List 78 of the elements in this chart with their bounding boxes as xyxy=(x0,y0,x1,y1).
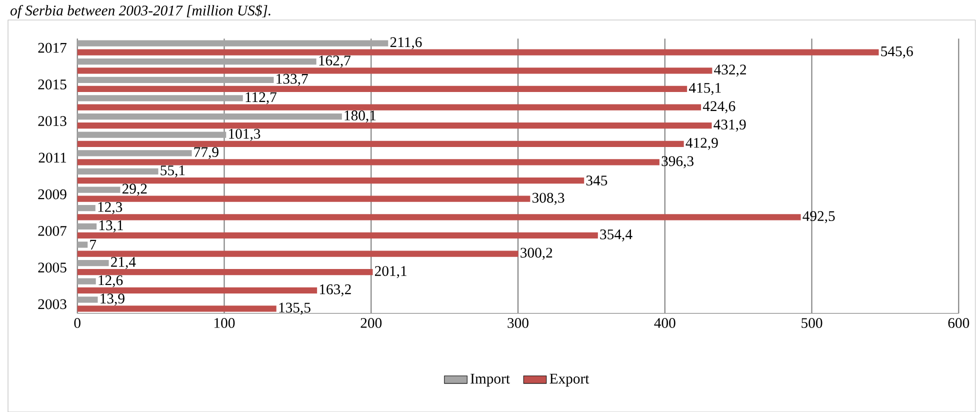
bar xyxy=(77,296,98,303)
bar xyxy=(77,268,373,276)
legend-label: Import xyxy=(470,374,510,386)
data-label: 412,9 xyxy=(686,138,718,150)
bar xyxy=(77,223,97,230)
data-label: 300,2 xyxy=(520,248,552,260)
x-tick-label: 400 xyxy=(654,318,676,328)
bar xyxy=(77,214,801,220)
data-label: 135,5 xyxy=(279,302,310,315)
x-tick-label: 600 xyxy=(948,318,970,328)
bar xyxy=(77,242,88,248)
x-tick-label: 500 xyxy=(802,318,822,328)
bar xyxy=(77,159,660,166)
data-label: 13,9 xyxy=(100,294,124,306)
data-label: 345 xyxy=(586,175,608,186)
bar xyxy=(77,196,530,202)
data-label: 101,3 xyxy=(229,128,260,141)
bar xyxy=(77,150,192,156)
data-label: 308,3 xyxy=(532,192,564,205)
x-tick-label: 100 xyxy=(214,318,235,328)
y-tick-label: 2013 xyxy=(38,116,66,126)
bar xyxy=(77,306,276,312)
x-tick-label: 200 xyxy=(360,318,382,328)
bar xyxy=(77,132,226,138)
data-label: 112,7 xyxy=(246,92,277,104)
data-label: 55,1 xyxy=(160,165,185,178)
data-label: 431,9 xyxy=(714,119,746,132)
bar xyxy=(77,104,702,110)
bar xyxy=(77,186,120,193)
y-tick-label: 2011 xyxy=(38,152,66,163)
y-tick-label: 2017 xyxy=(38,42,67,53)
bar xyxy=(77,177,584,184)
x-tick-label: 300 xyxy=(508,318,528,328)
y-tick-label: 2015 xyxy=(38,79,66,90)
data-label: 354,4 xyxy=(600,229,632,242)
data-label: 12,6 xyxy=(98,275,123,288)
data-label: 163,2 xyxy=(320,284,351,296)
bar xyxy=(77,122,712,129)
data-label: 7 xyxy=(90,240,96,250)
bar xyxy=(77,113,342,120)
y-tick-label: 2007 xyxy=(38,226,67,236)
bar xyxy=(77,260,109,266)
bar xyxy=(77,58,316,65)
data-label: 424,6 xyxy=(702,101,736,114)
y-tick-label: 2005 xyxy=(38,262,66,272)
data-label: 432,2 xyxy=(714,64,746,77)
data-label: 415,1 xyxy=(688,82,721,95)
y-tick-label: 2009 xyxy=(38,189,66,200)
data-label: 492,5 xyxy=(802,211,835,224)
bar xyxy=(77,278,96,284)
bar xyxy=(77,49,879,56)
data-label: 396,3 xyxy=(662,156,694,168)
data-label: 545,6 xyxy=(881,46,913,58)
bar xyxy=(77,287,318,294)
data-label: 29,2 xyxy=(122,184,147,196)
data-label: 201,1 xyxy=(374,266,406,278)
data-label: 77,9 xyxy=(194,147,218,160)
data-label: 21,4 xyxy=(111,256,136,269)
data-label: 133,7 xyxy=(276,74,308,86)
y-tick-label: 2003 xyxy=(38,299,66,309)
data-label: 211,6 xyxy=(390,37,422,50)
data-label: 180,1 xyxy=(344,110,376,122)
bar xyxy=(77,95,243,102)
bar xyxy=(77,232,598,238)
bar xyxy=(77,140,684,147)
bar xyxy=(77,204,96,212)
bar xyxy=(77,76,274,83)
data-label: 13,1 xyxy=(99,220,123,232)
bar xyxy=(77,67,712,74)
data-label: 12,3 xyxy=(98,202,122,214)
bar xyxy=(77,168,158,174)
bar xyxy=(77,40,388,46)
data-label: 162,7 xyxy=(319,55,350,68)
bar xyxy=(77,86,688,92)
chart-title: of Serbia between 2003-2017 [million US$]. xyxy=(10,4,270,18)
legend-label: Export xyxy=(550,374,590,386)
x-tick-label: 0 xyxy=(74,318,80,328)
bar xyxy=(77,250,518,257)
